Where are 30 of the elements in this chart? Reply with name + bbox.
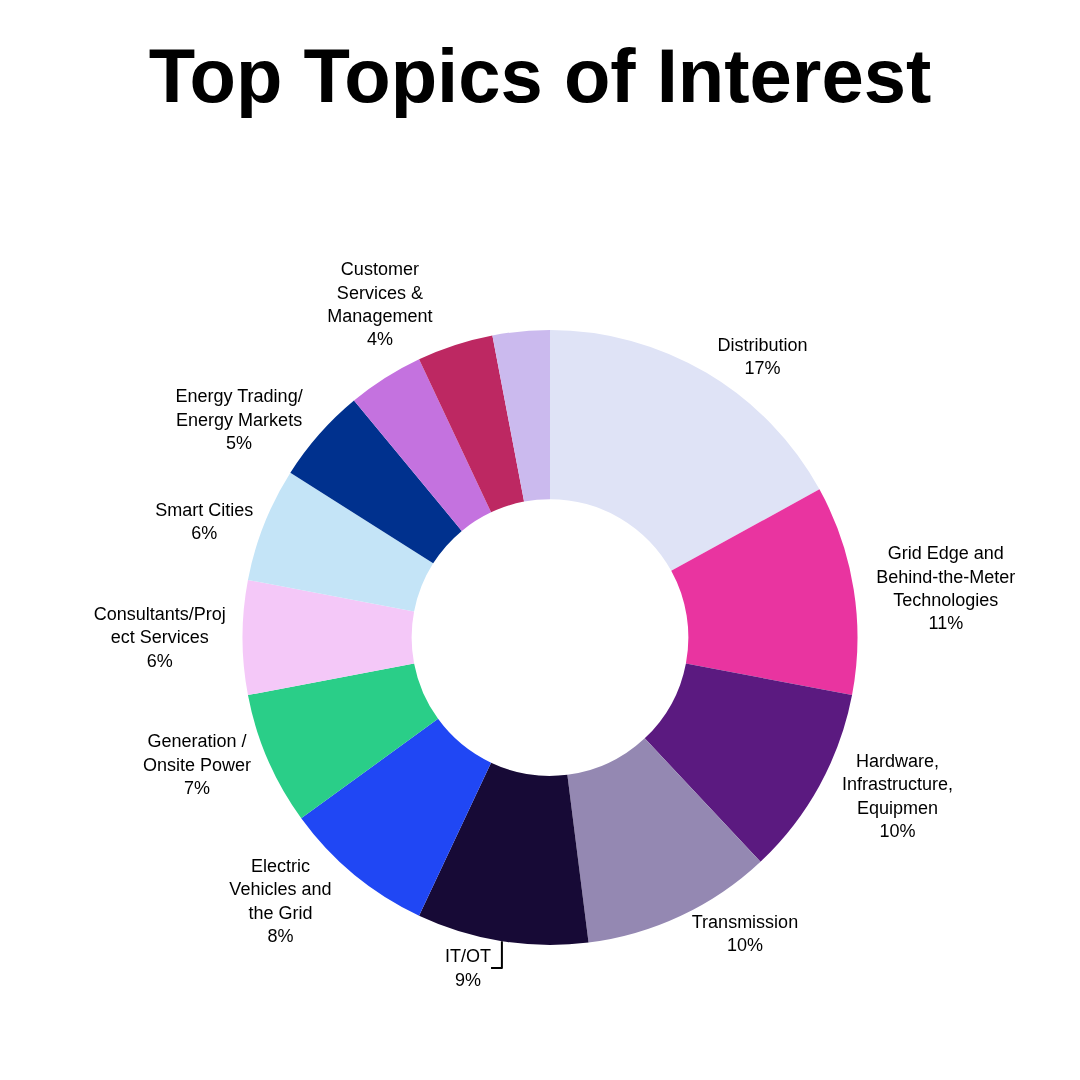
data-label: 4%: [366, 329, 393, 350]
data-label: 17%: [744, 358, 781, 379]
data-label: 5%: [226, 432, 253, 453]
data-label: 9%: [455, 969, 482, 990]
data-label: 10%: [879, 821, 916, 842]
data-label: 6%: [191, 523, 218, 544]
data-label: 7%: [184, 778, 211, 799]
slice-label: Electric Vehicles and the Grid: [229, 856, 332, 923]
slice-label: Distribution: [717, 335, 808, 356]
data-label: 11%: [928, 613, 964, 634]
donut-slice: [671, 489, 858, 696]
slice-label: Hardware, Infrastructure, Equipmen: [842, 751, 954, 818]
donut-slice: [419, 335, 525, 513]
data-label: 6%: [146, 650, 173, 671]
slice-label: Grid Edge and Behind-the-Meter Technologies: [876, 543, 1016, 610]
data-label: 8%: [267, 926, 294, 947]
slice-label: Consultants/Proj ect Services: [93, 604, 226, 648]
slice-label: Customer Services & Management: [327, 259, 433, 326]
donut-slice: [419, 762, 589, 945]
chart-title: Top Topics of Interest: [148, 33, 932, 119]
donut-slice: [353, 359, 492, 531]
slice-label: Generation / Onsite Power: [143, 731, 252, 775]
slice-label: Energy Trading/ Energy Markets: [175, 386, 303, 430]
donut-slice: [550, 330, 820, 571]
donut-slice: [242, 579, 415, 696]
slice-label: Smart Cities: [155, 499, 254, 520]
slice-label: IT/OT: [445, 946, 492, 967]
data-label: 10%: [726, 935, 763, 956]
slice-label: Transmission: [691, 911, 799, 932]
donut-slice: [492, 330, 550, 502]
